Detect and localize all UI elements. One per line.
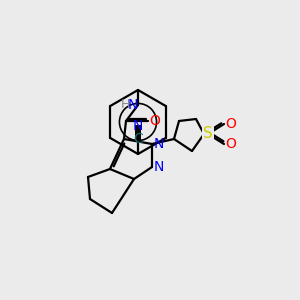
Text: O: O bbox=[150, 114, 160, 128]
Text: H: H bbox=[120, 98, 130, 112]
Text: N: N bbox=[154, 160, 164, 174]
Text: N: N bbox=[128, 98, 138, 112]
Text: O: O bbox=[226, 117, 236, 131]
Text: O: O bbox=[226, 137, 236, 151]
Text: C: C bbox=[133, 132, 143, 146]
Text: N: N bbox=[133, 119, 143, 133]
Text: S: S bbox=[203, 127, 213, 142]
Text: N: N bbox=[154, 137, 164, 151]
